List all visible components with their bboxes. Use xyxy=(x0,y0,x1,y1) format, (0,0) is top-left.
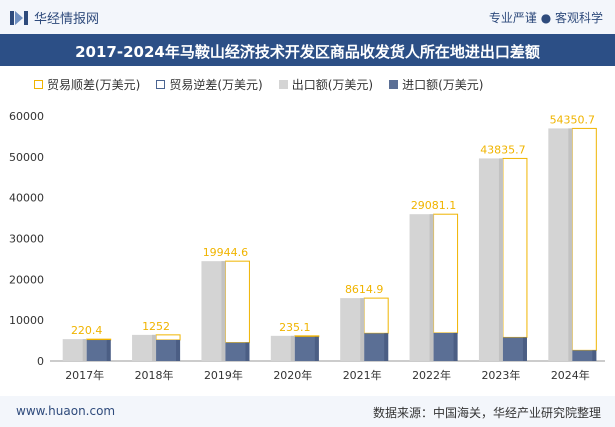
legend-swatch-surplus xyxy=(34,80,43,89)
brand-name: 华经情报网 xyxy=(34,12,100,27)
legend-label-export: 出口额(万美元) xyxy=(291,78,374,92)
import-bar-shade xyxy=(592,350,597,361)
surplus-bar xyxy=(294,335,320,338)
import-bar-shade xyxy=(106,340,111,361)
legend-swatch-import xyxy=(389,80,399,89)
import-bar-shade xyxy=(314,336,319,361)
x-tick-label: 2022年 xyxy=(412,368,451,382)
legend-item-export[interactable]: 出口额(万美元) xyxy=(278,76,374,93)
y-tick-label: 40000 xyxy=(9,192,44,205)
import-bar xyxy=(502,337,527,361)
import-bar xyxy=(156,339,181,361)
y-tick-label: 50000 xyxy=(9,151,44,164)
surplus-bar xyxy=(502,157,528,338)
surplus-bar xyxy=(363,297,389,334)
footer-bar xyxy=(0,396,615,427)
y-tick-label: 10000 xyxy=(9,314,44,327)
y-tick-label: 60000 xyxy=(9,110,44,123)
brand[interactable]: 华经情报网 xyxy=(10,8,99,27)
export-bar-shade xyxy=(290,335,295,361)
legend-item-deficit[interactable]: 贸易逆差(万美元) xyxy=(156,76,263,93)
brand-logo-icon xyxy=(10,10,28,25)
chart-legend: 贸易顺差(万美元) 贸易逆差(万美元) 出口额(万美元) 进口额(万美元) xyxy=(34,76,500,93)
x-tick-label: 2019年 xyxy=(204,368,243,382)
x-tick-label: 2023年 xyxy=(481,368,520,382)
export-bar-shade xyxy=(498,158,503,361)
export-bar-shade xyxy=(568,128,573,361)
x-tick-label: 2018年 xyxy=(135,368,174,382)
surplus-data-label: 235.1 xyxy=(279,321,311,334)
footer-website[interactable]: www.huaon.com xyxy=(16,404,116,418)
surplus-data-label: 1252 xyxy=(142,320,170,333)
legend-label-surplus: 贸易顺差(万美元) xyxy=(47,78,141,92)
export-bar xyxy=(62,339,87,361)
header-bar xyxy=(0,0,615,34)
tagline: 专业严谨 ● 客观科学 xyxy=(488,11,603,25)
title-bar xyxy=(0,34,615,66)
y-tick-label: 20000 xyxy=(9,273,44,286)
surplus-bar xyxy=(224,260,250,344)
export-bar-shade xyxy=(152,334,157,361)
surplus-bar xyxy=(571,127,597,351)
import-bar xyxy=(225,342,250,361)
surplus-bar xyxy=(433,213,459,334)
import-bar-shade xyxy=(245,342,250,361)
legend-label-deficit: 贸易逆差(万美元) xyxy=(169,78,263,92)
x-tick-label: 2017年 xyxy=(65,368,104,382)
surplus-data-label: 29081.1 xyxy=(411,199,457,212)
x-tick-label: 2020年 xyxy=(273,368,312,382)
legend-swatch-deficit xyxy=(156,80,166,89)
export-bar-shade xyxy=(429,214,434,361)
surplus-data-label: 8614.9 xyxy=(345,283,384,296)
import-bar xyxy=(572,350,597,361)
export-bar-shade xyxy=(82,339,87,361)
legend-label-import: 进口额(万美元) xyxy=(402,78,484,92)
import-bar-shade xyxy=(453,332,458,361)
import-bar-shade xyxy=(176,339,181,361)
export-bar-shade xyxy=(221,261,226,361)
x-tick-label: 2021年 xyxy=(343,368,382,382)
y-tick-label: 30000 xyxy=(9,233,44,246)
y-tick-label: 0 xyxy=(37,355,44,368)
surplus-data-label: 220.4 xyxy=(71,324,103,337)
surplus-bar xyxy=(86,338,112,341)
legend-item-import[interactable]: 进口额(万美元) xyxy=(389,76,484,93)
legend-item-surplus[interactable]: 贸易顺差(万美元) xyxy=(34,76,140,93)
footer-source: 数据来源：中国海关，华经产业研究院整理 xyxy=(372,406,601,420)
import-bar xyxy=(86,340,111,361)
legend-swatch-export xyxy=(278,80,288,89)
x-tick-label: 2024年 xyxy=(551,368,590,382)
surplus-bar xyxy=(155,334,181,341)
chart-title: 2017-2024年马鞍山经济技术开发区商品收发货人所在地进出口差额 xyxy=(75,43,540,61)
surplus-data-label: 43835.7 xyxy=(480,143,526,156)
import-bar-shade xyxy=(522,337,527,361)
surplus-data-label: 54350.7 xyxy=(550,113,596,126)
import-bar-shade xyxy=(384,333,389,361)
export-bar-shade xyxy=(360,298,365,361)
surplus-data-label: 19944.6 xyxy=(203,246,249,259)
